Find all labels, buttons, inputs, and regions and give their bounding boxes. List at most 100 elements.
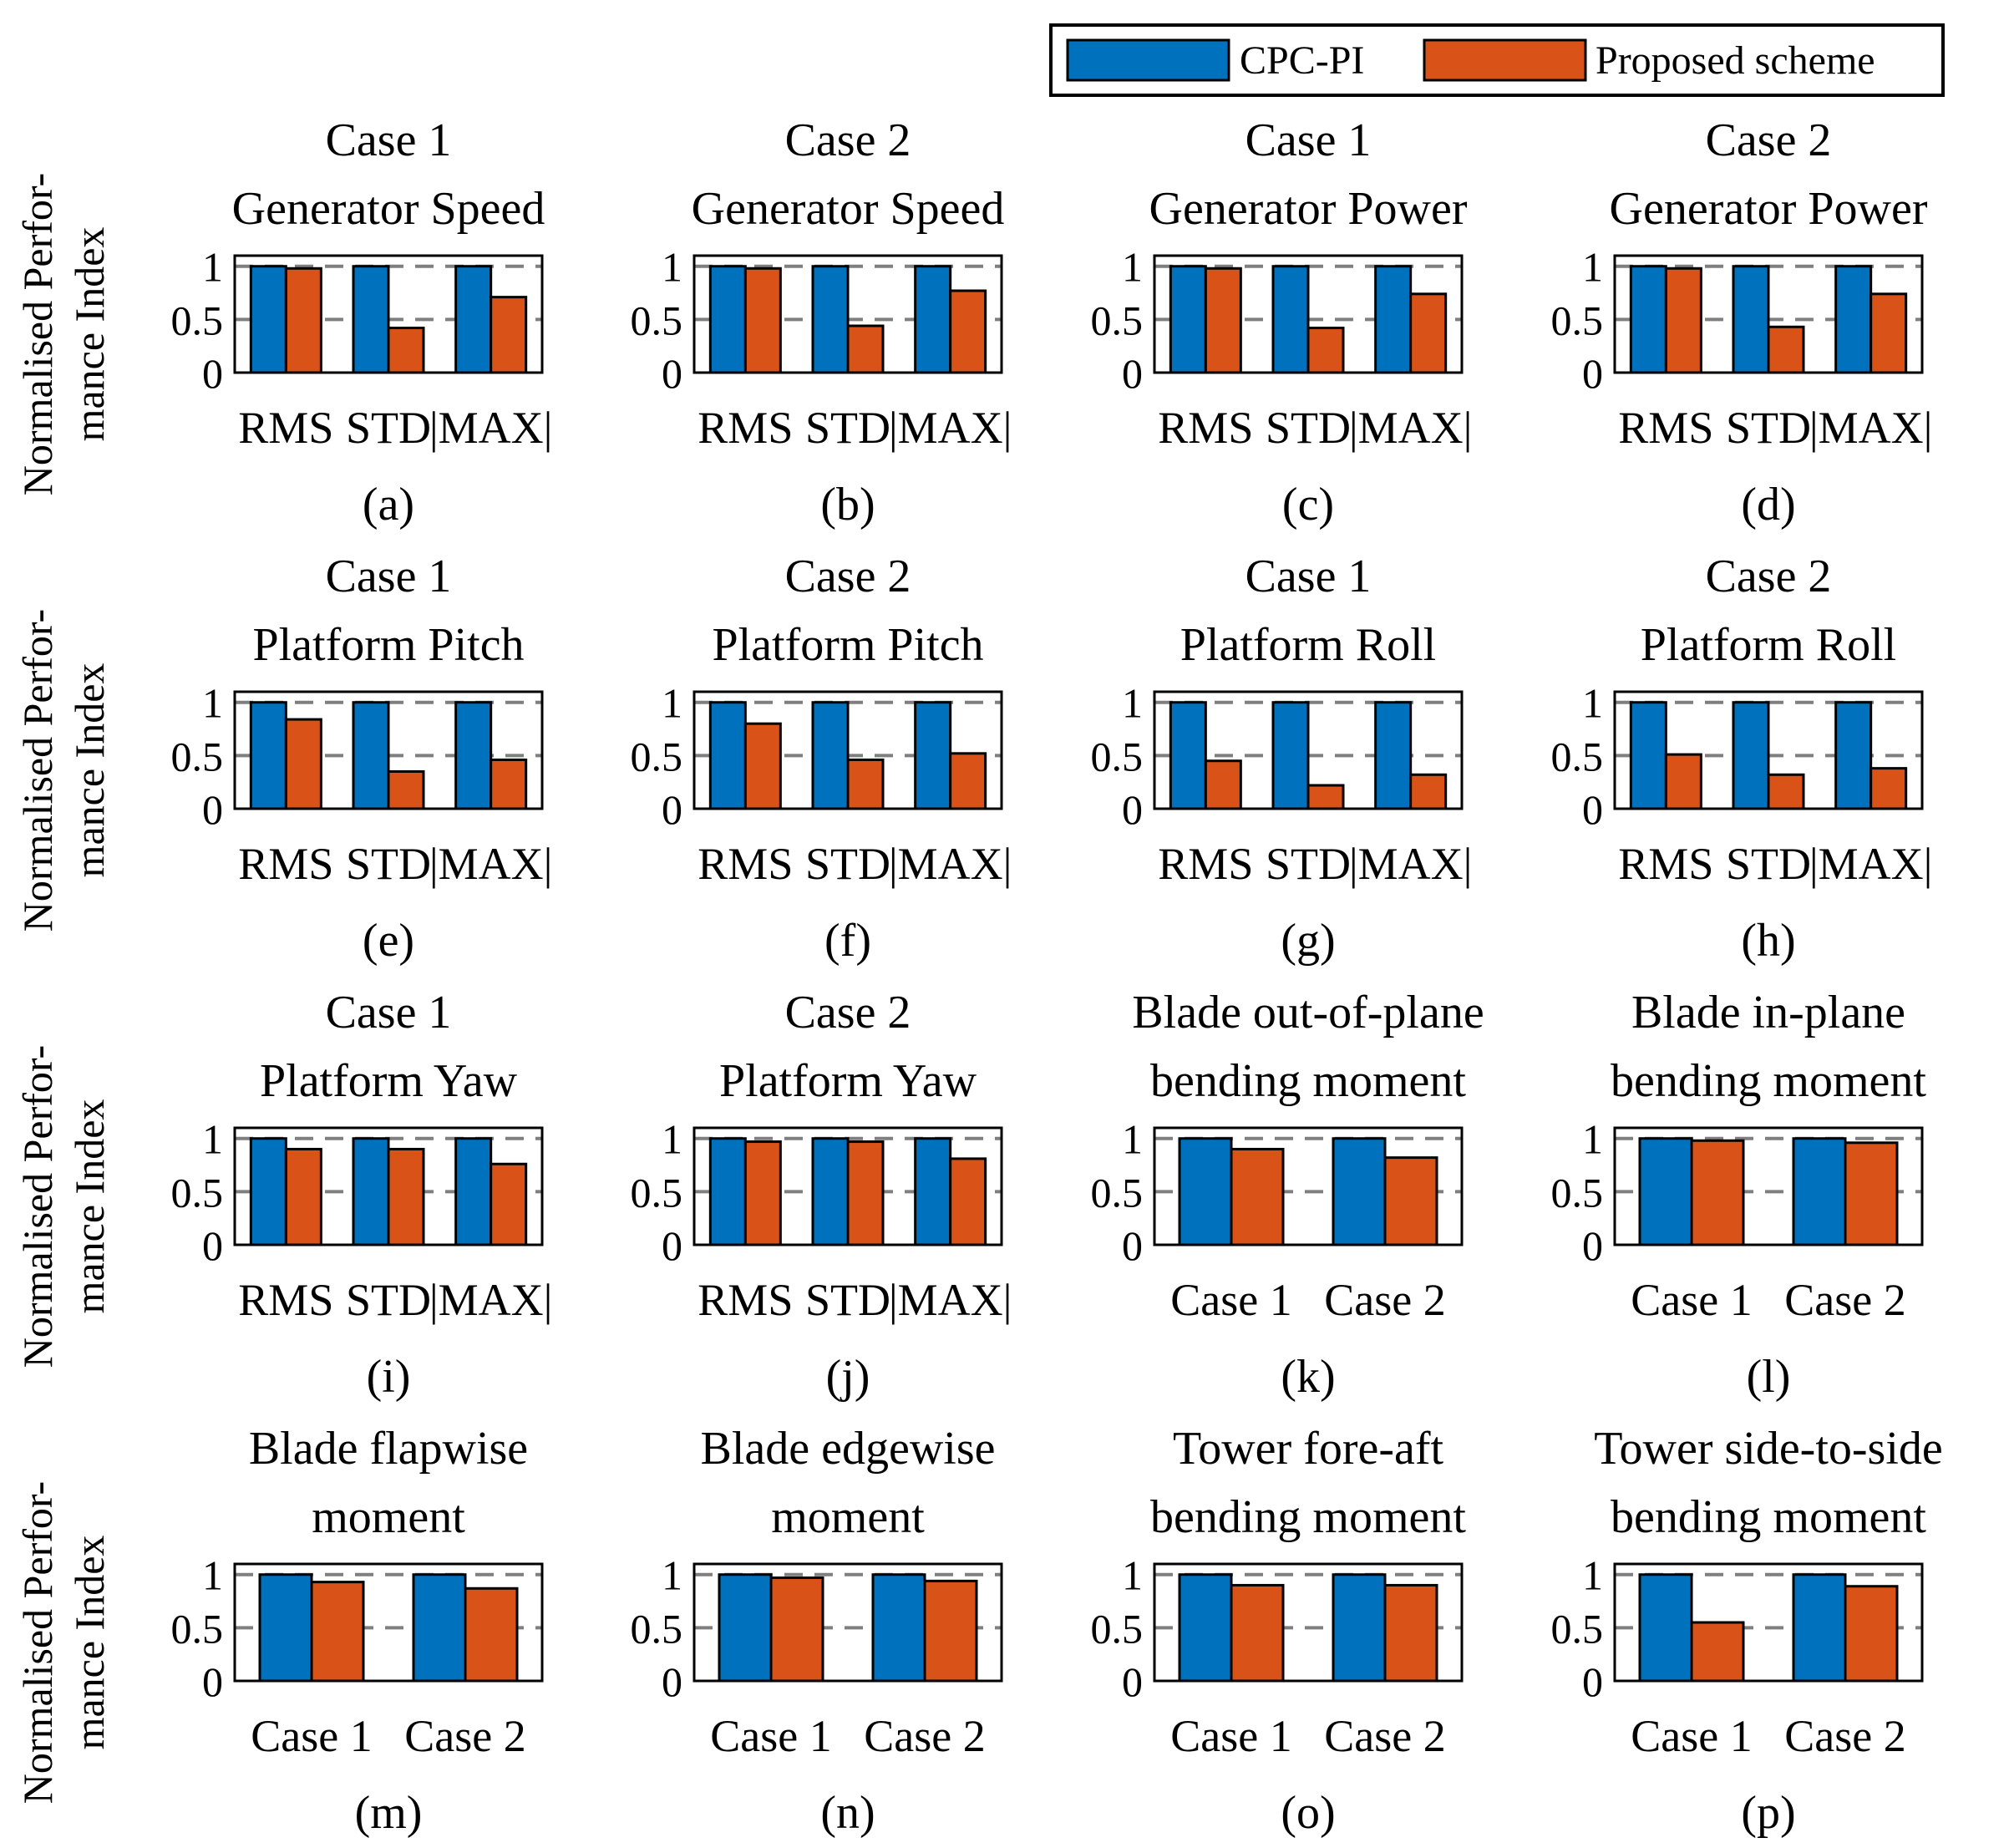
y-tick-label: 0 bbox=[662, 1658, 682, 1705]
x-tick-label: RMS bbox=[1158, 839, 1253, 889]
axes-box bbox=[692, 1562, 1003, 1683]
panel-caption: (j) bbox=[826, 1351, 870, 1403]
y-tick-label: 0 bbox=[1122, 350, 1143, 397]
bar-proposed-0 bbox=[1664, 753, 1702, 810]
axes-box bbox=[1153, 1562, 1464, 1683]
axes-box bbox=[1613, 690, 1924, 810]
bar-proposed-1 bbox=[387, 1147, 425, 1246]
bar-cpc-pi-1 bbox=[1332, 1573, 1387, 1683]
x-tick-label: STD bbox=[346, 403, 431, 453]
bar-cpc-pi-1 bbox=[1271, 265, 1310, 374]
y-tick-label: 1 bbox=[202, 1552, 223, 1599]
axes-box bbox=[1613, 254, 1924, 374]
bar-cpc-pi-2 bbox=[1374, 265, 1413, 374]
y-tick-label: 0.5 bbox=[1551, 297, 1604, 343]
y-tick-label: 1 bbox=[1122, 680, 1143, 727]
panel-title-line-1: Case 2 bbox=[1706, 551, 1832, 602]
panel-title-line-1: Case 2 bbox=[785, 987, 911, 1038]
panel-title-line-1: Tower side-to-side bbox=[1594, 1423, 1943, 1475]
y-tick-label: 0 bbox=[1122, 1658, 1143, 1705]
x-tick-label: STD bbox=[805, 403, 890, 453]
y-tick-label: 0 bbox=[202, 1658, 223, 1705]
x-tick-label: STD bbox=[1266, 403, 1351, 453]
bar-proposed-0 bbox=[284, 718, 322, 810]
x-tick-label: Case 2 bbox=[1784, 1711, 1905, 1761]
y-tick-label: 0.5 bbox=[1091, 1605, 1144, 1652]
y-tick-label: 1 bbox=[1582, 1552, 1603, 1599]
axes-box bbox=[692, 1126, 1003, 1246]
x-tick-label: Case 2 bbox=[1324, 1275, 1445, 1325]
x-tick-label: Case 2 bbox=[864, 1711, 985, 1761]
bar-proposed-2 bbox=[490, 296, 528, 374]
panel-title-line-2: Platform Yaw bbox=[719, 1055, 977, 1107]
panel-f: Case 2 Platform Pitch RMS STD|MAX| 0 0.5 1 (f) bbox=[631, 551, 1012, 967]
ylabel-line-1: Normalised Perfor- bbox=[14, 1481, 61, 1804]
bar-proposed-0 bbox=[743, 1140, 782, 1246]
bar-proposed-0 bbox=[1230, 1583, 1285, 1683]
x-tick-label: Case 2 bbox=[1784, 1275, 1905, 1325]
bar-cpc-pi-0 bbox=[708, 265, 747, 374]
panel-caption: (p) bbox=[1741, 1787, 1795, 1839]
panel-k: Blade out-of-plane bending moment Case 1 Ca… bbox=[1091, 987, 1484, 1403]
x-tick-label: Case 1 bbox=[1170, 1275, 1291, 1325]
panel-caption: (m) bbox=[355, 1787, 423, 1839]
panel-title-line-1: Blade in-plane bbox=[1631, 987, 1905, 1038]
bar-proposed-1 bbox=[1306, 784, 1345, 810]
bar-proposed-1 bbox=[923, 1579, 978, 1683]
panel-title-line-2: bending moment bbox=[1150, 1491, 1466, 1543]
y-tick-label: 0.5 bbox=[1091, 733, 1144, 779]
y-tick-label: 0.5 bbox=[1091, 1169, 1144, 1216]
panel-title-line-2: Generator Speed bbox=[232, 183, 545, 235]
axes-box bbox=[1153, 254, 1464, 374]
axes-box bbox=[233, 1562, 544, 1683]
bar-proposed-2 bbox=[1409, 292, 1448, 374]
x-tick-label: |MAX| bbox=[1809, 839, 1933, 889]
bar-cpc-pi-0 bbox=[1169, 701, 1207, 810]
x-tick-label: RMS bbox=[1158, 403, 1253, 453]
x-tick-label: Case 1 bbox=[1631, 1275, 1752, 1325]
panel-a: Case 1 Generator Speed RMS STD|MAX| 0 0.5 1 (a) bbox=[171, 114, 553, 531]
panel-title-line-2: moment bbox=[312, 1491, 465, 1543]
bar-proposed-1 bbox=[1767, 325, 1805, 374]
panel-caption: (e) bbox=[363, 915, 414, 967]
panel-d: Case 2 Generator Power RMS STD|MAX| 0 0.5 1 (d) bbox=[1551, 114, 1933, 531]
y-tick-label: 1 bbox=[662, 1552, 682, 1599]
bar-cpc-pi-1 bbox=[811, 1137, 850, 1246]
bar-cpc-pi-0 bbox=[249, 701, 287, 810]
panel-title-line-2: moment bbox=[771, 1491, 925, 1543]
bar-proposed-1 bbox=[846, 324, 885, 374]
bar-cpc-pi-1 bbox=[1792, 1137, 1847, 1246]
panel-title-line-1: Case 2 bbox=[1706, 114, 1832, 166]
bar-cpc-pi-0 bbox=[1178, 1137, 1233, 1246]
bar-cpc-pi-0 bbox=[1638, 1573, 1693, 1683]
panel-title-line-1: Blade edgewise bbox=[701, 1423, 996, 1475]
x-tick-label: RMS bbox=[698, 839, 793, 889]
x-tick-label: Case 1 bbox=[1170, 1711, 1291, 1761]
x-tick-label: |MAX| bbox=[1349, 839, 1473, 889]
bar-proposed-2 bbox=[949, 289, 987, 374]
y-tick-label: 1 bbox=[1582, 1116, 1603, 1163]
row-ylabel-4: Normalised Perfor- mance Index bbox=[14, 1481, 113, 1804]
axes-box bbox=[233, 1126, 544, 1246]
y-tick-label: 0.5 bbox=[631, 1605, 683, 1652]
bar-cpc-pi-2 bbox=[914, 1137, 952, 1246]
y-tick-label: 0.5 bbox=[171, 297, 224, 343]
y-tick-label: 0.5 bbox=[1551, 1169, 1604, 1216]
x-tick-label: STD bbox=[1726, 839, 1811, 889]
y-tick-label: 0 bbox=[202, 1222, 223, 1269]
panel-title-line-2: bending moment bbox=[1611, 1055, 1926, 1107]
panel-title-line-2: Platform Roll bbox=[1641, 619, 1896, 671]
bar-cpc-pi-0 bbox=[708, 1137, 747, 1246]
ylabel-line-1: Normalised Perfor- bbox=[14, 609, 61, 932]
bar-cpc-pi-1 bbox=[1271, 701, 1310, 810]
bar-cpc-pi-0 bbox=[1178, 1573, 1233, 1683]
bar-cpc-pi-0 bbox=[249, 265, 287, 374]
y-tick-label: 1 bbox=[1582, 680, 1603, 727]
panel-title-line-1: Case 1 bbox=[326, 551, 452, 602]
y-tick-label: 1 bbox=[662, 244, 682, 291]
y-tick-label: 0.5 bbox=[171, 733, 224, 779]
y-tick-label: 0 bbox=[662, 786, 682, 833]
panel-caption: (o) bbox=[1281, 1787, 1335, 1839]
ylabel-line-1: Normalised Perfor- bbox=[14, 173, 61, 495]
bar-cpc-pi-1 bbox=[811, 265, 850, 374]
